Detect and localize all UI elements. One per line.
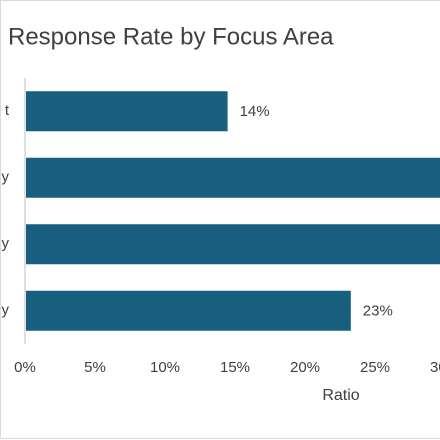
x-tick-label: 30% — [430, 359, 440, 376]
x-tick-label: 20% — [290, 359, 320, 376]
x-tick-label: 25% — [360, 359, 390, 376]
bar — [26, 91, 228, 132]
data-label: 23% — [363, 303, 393, 320]
y-tick-label: t — [5, 102, 10, 119]
x-axis-title: Ratio — [322, 387, 359, 404]
data-label: 14% — [240, 103, 270, 120]
x-tick-label: 10% — [150, 359, 180, 376]
bar — [26, 224, 440, 265]
chart-title: Response Rate by Focus Area — [8, 23, 334, 50]
x-tick-label: 0% — [14, 359, 36, 376]
bar — [26, 290, 351, 331]
y-tick-label: y — [2, 169, 10, 186]
x-tick-label: 15% — [220, 359, 250, 376]
y-tick-label: y — [2, 302, 10, 319]
y-tick-label: y — [2, 235, 10, 252]
x-tick-label: 5% — [84, 359, 106, 376]
bar — [26, 157, 440, 198]
